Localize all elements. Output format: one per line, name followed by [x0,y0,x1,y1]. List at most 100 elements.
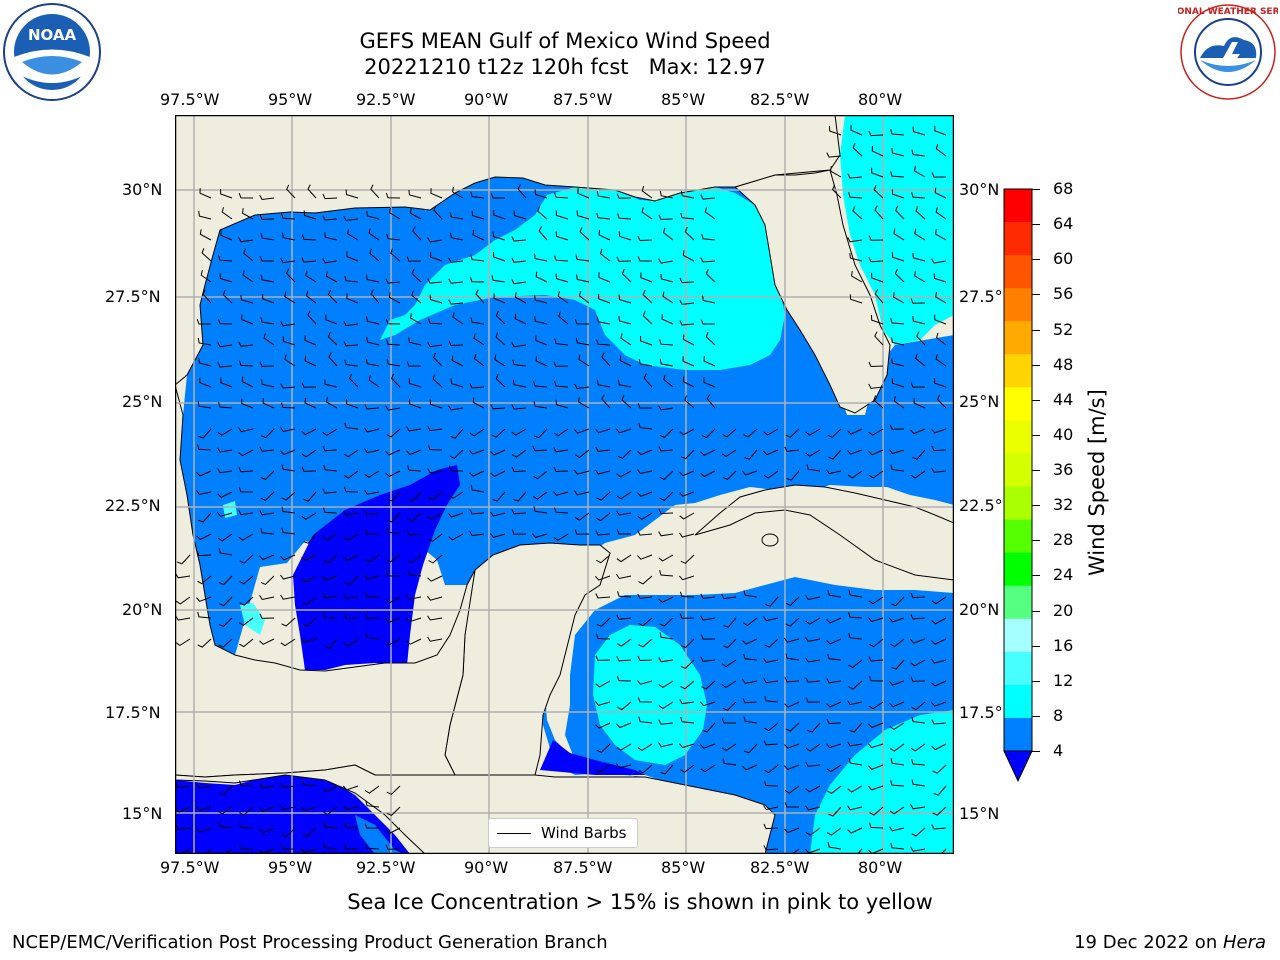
lon-label: 80°W [858,90,903,109]
wind-barb [704,206,716,220]
wind-barb [873,185,884,199]
wind-barb [847,237,863,243]
wind-barb [406,638,422,645]
wind-barb [598,293,611,304]
wind-barb [260,491,275,501]
wind-barb [637,679,653,685]
wind-barb [533,428,548,439]
wind-barb [196,490,212,496]
wind-barb [280,844,296,850]
wind-barb [240,294,254,304]
wind-barb [637,235,653,242]
wind-barb [618,315,632,325]
colorbar-tick-label: 64 [1053,214,1074,234]
wind-barb [535,271,548,283]
colorbar-tick-mark [1032,540,1040,542]
lon-label: 87.5°W [553,858,613,877]
wind-barb [705,268,716,283]
wind-barb [322,428,338,437]
wind-barb [596,379,611,388]
wind-barb [303,533,317,544]
wind-barb [893,292,905,304]
wind-barb [280,594,296,600]
wind-barb [218,638,233,648]
wind-barb [349,373,359,388]
wind-barb [658,405,674,411]
wind-barb [280,257,296,264]
wind-barb [390,248,401,262]
wind-barb [238,843,254,850]
wind-barb [638,422,653,430]
wind-barb [324,232,338,241]
wind-barb [642,290,653,304]
wind-barb [806,464,821,472]
wind-barb [364,785,380,794]
wind-barb [427,237,443,243]
wind-barb [469,276,485,283]
colorbar-tick-mark [1032,434,1040,436]
colorbar-tick-label: 16 [1053,635,1074,655]
wind-barb [659,339,674,346]
wind-barb [366,316,380,325]
wind-barb [427,615,443,621]
colorbar-tick-mark [1032,399,1040,401]
wind-barb [763,805,779,811]
wind-barb [491,428,506,438]
wind-barb [658,596,674,603]
colorbar-tick-mark [1032,645,1040,647]
wind-barb [386,785,401,795]
wind-barb [680,190,695,199]
wind-barb [889,617,905,623]
wind-barb [490,404,506,410]
wind-barb [513,210,527,220]
wind-barb [511,279,527,285]
wind-barb [700,257,716,263]
wind-barb [871,272,884,283]
wind-barb [679,277,695,284]
wind-barb [722,701,737,711]
wind-barb [616,656,632,662]
wind-barb [322,258,338,264]
wind-barb [890,464,905,472]
lat-label: 27.5°N [105,287,161,306]
colorbar-tick-mark [1032,189,1040,190]
wind-barb [365,274,380,283]
colorbar-tick-label: 32 [1053,495,1074,515]
wind-barb [534,295,548,304]
wind-barb [679,591,695,598]
wind-barb [490,470,506,477]
colorbar-segment [1004,717,1032,752]
wind-barb [217,318,233,325]
wind-barb [281,213,296,220]
wind-barb [281,827,296,838]
wind-barb [868,617,884,623]
wind-barb [365,632,380,640]
wind-barb [238,341,254,347]
colorbar-tick-mark [1032,329,1040,331]
wind-barb [470,254,485,262]
wind-barb [703,377,716,388]
wind-barb [343,785,359,791]
wind-barb [343,593,359,600]
wind-barb [807,722,821,733]
wind-barb [889,449,905,455]
wind-barb [936,394,947,409]
wind-barb [343,613,359,619]
wind-barb [429,294,443,304]
wind-barb [366,337,380,346]
wind-barb [260,470,275,481]
wind-barb [743,428,758,438]
wind-barb [619,355,632,367]
sea-ice-note: Sea Ice Concentration > 15% is shown in … [347,890,933,914]
lat-label: 30°N [959,180,1000,199]
wind-barb [618,294,632,304]
wind-barb [658,701,674,710]
wind-barb [684,226,695,241]
cyan-region-atlantic [840,115,954,345]
wind-barb [449,211,464,220]
wind-barb [599,248,611,262]
wind-barb [555,210,569,220]
wind-barb [553,533,569,542]
wind-barb [848,680,863,690]
wind-barb [575,337,590,346]
